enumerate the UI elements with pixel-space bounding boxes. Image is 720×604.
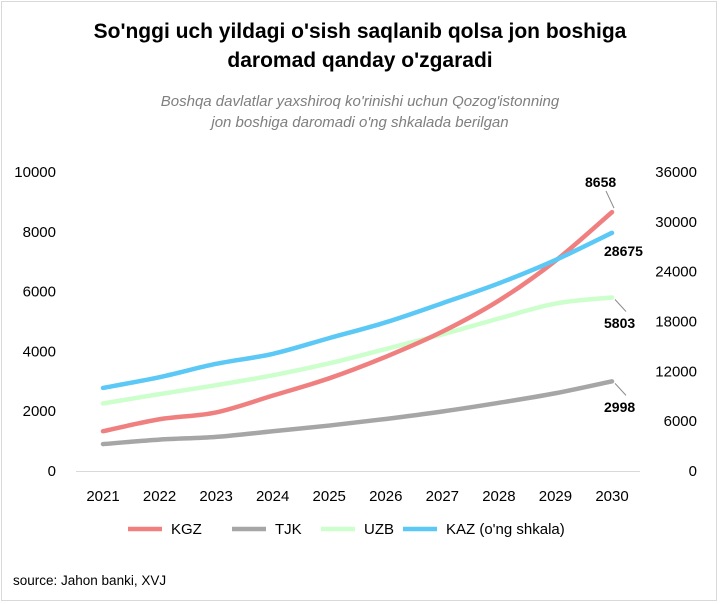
y-left-tick-label: 4000 — [23, 343, 56, 360]
chart-subtitle-line-1: Boshqa davlatlar yaxshiroq ko'rinishi uc… — [160, 93, 560, 110]
chart-title-line-1: So'nggi uch yildagi o'sish saqlanib qols… — [93, 20, 627, 43]
y-right-tick-label: 12000 — [655, 363, 697, 380]
series-line-tjk — [100, 379, 615, 447]
legend-label-kgz: KGZ — [171, 521, 202, 538]
data-label-leader-tjk — [614, 383, 627, 396]
series-line-kgz — [100, 209, 615, 434]
y-left-tick-label: 8000 — [23, 224, 56, 241]
y-right-tick-label: 0 — [689, 463, 697, 480]
x-tick-label: 2030 — [595, 488, 628, 505]
x-tick-label: 2022 — [143, 488, 176, 505]
series-line-uzb — [100, 295, 615, 406]
series-line-kaz — [100, 230, 615, 391]
x-tick-label: 2021 — [86, 488, 119, 505]
data-label-leader-uzb — [614, 299, 627, 312]
y-right-tick-label: 24000 — [655, 264, 697, 281]
y-right-tick-label: 18000 — [655, 314, 697, 331]
x-tick-label: 2026 — [369, 488, 402, 505]
y-left-tick-label: 0 — [48, 463, 56, 480]
x-tick-label: 2024 — [256, 488, 289, 505]
data-label-leader-kgz — [605, 190, 615, 209]
data-label-uzb: 5803 — [604, 315, 635, 331]
chart-subtitle-line-2: jon boshiga daromadi o'ng shkalada beril… — [211, 114, 509, 131]
data-label-kaz: 28675 — [604, 243, 643, 259]
y-right-tick-label: 36000 — [655, 164, 697, 181]
legend-label-uzb: UZB — [364, 521, 394, 538]
x-tick-label: 2027 — [426, 488, 459, 505]
legend-label-tjk: TJK — [275, 521, 302, 538]
data-label-tjk: 2998 — [604, 399, 635, 415]
y-left-tick-label: 2000 — [23, 403, 56, 420]
x-tick-label: 2029 — [539, 488, 572, 505]
x-tick-label: 2028 — [482, 488, 515, 505]
x-tick-label: 2023 — [199, 488, 232, 505]
y-left-tick-label: 6000 — [23, 284, 56, 301]
legend-label-kaz: KAZ (o'ng shkala) — [446, 521, 565, 538]
y-right-tick-label: 30000 — [655, 214, 697, 231]
x-tick-label: 2025 — [313, 488, 346, 505]
y-right-tick-label: 6000 — [664, 413, 697, 430]
data-label-kgz: 8658 — [585, 174, 616, 190]
source-note: source: Jahon banki, XVJ — [13, 573, 167, 588]
chart-title-line-2: daromad qanday o'zgaradi — [227, 49, 493, 72]
y-left-tick-label: 10000 — [14, 164, 56, 181]
